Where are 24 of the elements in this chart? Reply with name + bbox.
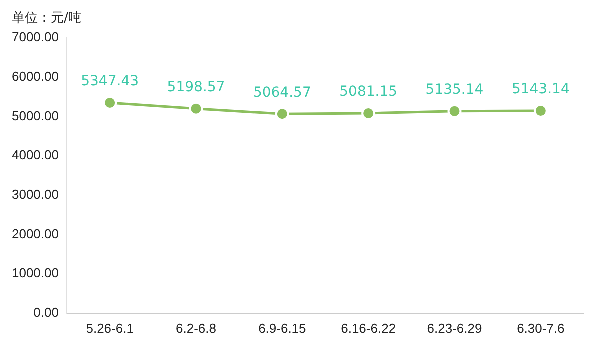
y-axis-title: 单位：元/吨	[12, 10, 82, 27]
y-tick-label: 6000.00	[12, 68, 59, 84]
point	[189, 102, 204, 116]
data-label: 5143.14	[512, 82, 570, 98]
x-tick-label: 5.26-6.1	[86, 320, 134, 336]
y-tick-label: 2000.00	[12, 226, 59, 242]
x-tick-label: 6.23-6.29	[427, 320, 482, 336]
data-label: 5081.15	[340, 84, 398, 100]
y-tick-label: 0.00	[34, 304, 59, 320]
x-tick-label: 6.9-6.15	[258, 320, 306, 336]
x-tick-label: 6.2-6.8	[176, 320, 216, 336]
point	[275, 107, 290, 122]
data-label: 5347.43	[81, 74, 140, 90]
data-label: 5198.57	[167, 80, 226, 96]
y-tick-label: 7000.00	[12, 30, 59, 45]
y-tick-label: 4000.00	[12, 148, 59, 163]
data-label: 5135.14	[426, 82, 484, 98]
x-tick-label: 6.16-6.22	[341, 320, 396, 336]
x-tick-label: 6.30-7.6	[517, 320, 565, 336]
y-tick-label: 1000.00	[12, 266, 59, 281]
y-tick-label: 5000.00	[12, 108, 59, 124]
data-label: 5064.57	[253, 84, 312, 101]
y-tick-label: 3000.00	[12, 186, 59, 202]
point	[448, 104, 462, 118]
